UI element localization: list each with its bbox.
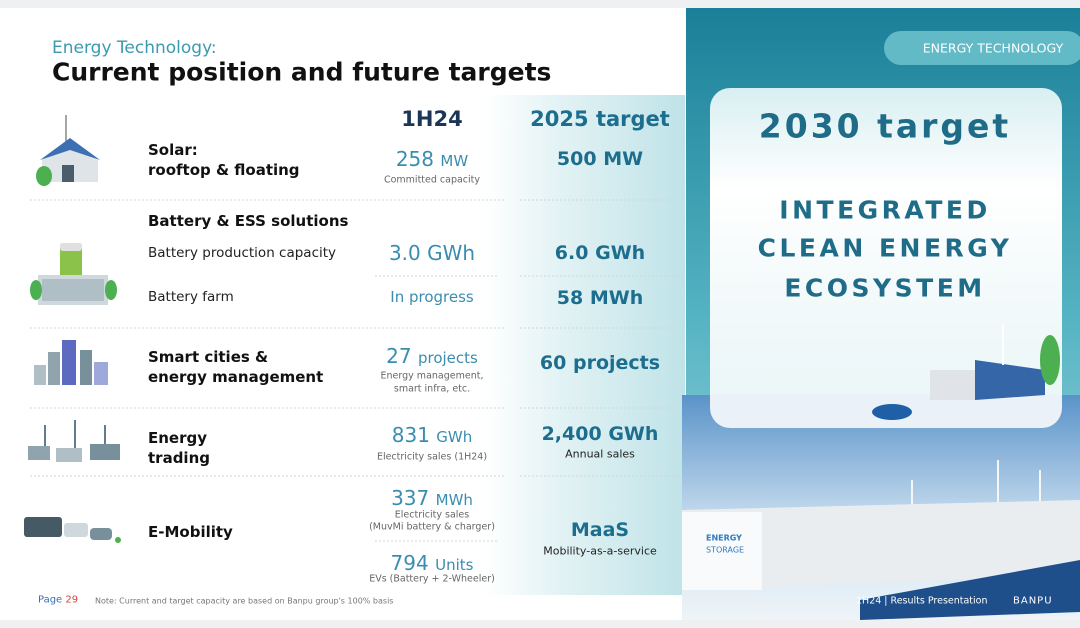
item-label: Battery farm — [148, 289, 234, 305]
heading: 2030 target — [758, 106, 1012, 146]
footnote: Note: Current and target capacity are ba… — [95, 596, 394, 606]
note: (MuvMi battery & charger) — [369, 521, 495, 533]
trading-icon — [28, 420, 120, 462]
unit: projects — [417, 349, 478, 367]
value: 258 — [395, 147, 435, 171]
emobility-icon — [24, 517, 121, 543]
unit: MW — [440, 152, 469, 170]
row-label: trading — [148, 449, 210, 467]
note: Electricity sales — [394, 509, 470, 521]
solar-icon — [36, 115, 100, 186]
current-value: 3.0 GWh — [389, 241, 475, 265]
vision-line: ECOSYSTEM — [784, 273, 986, 303]
row-label: E-Mobility — [148, 523, 233, 541]
row-label: Smart cities & — [148, 348, 269, 366]
vision-line: INTEGRATED — [779, 195, 991, 225]
storage-containers — [682, 500, 1080, 590]
value: 337 — [391, 486, 430, 510]
page-label: Page 29 — [38, 595, 78, 606]
presentation: 1H24 | Results Presentation — [856, 595, 988, 607]
title: Current position and future targets — [52, 57, 552, 87]
note: EVs (Battery + 2-Wheeler) — [369, 573, 495, 585]
current-value: 258 MW — [396, 147, 468, 171]
note: Committed capacity — [383, 174, 481, 186]
target-note: Annual sales — [565, 447, 635, 461]
current-value: 831 GWh — [392, 423, 473, 447]
current-value: 794 Units — [391, 551, 474, 575]
vision-line: CLEAN ENERGY — [757, 233, 1013, 263]
unit: GWh — [608, 423, 659, 445]
target-value: 58 MWh — [557, 287, 643, 309]
value: 58 — [556, 287, 584, 309]
unit: MW — [603, 148, 644, 170]
value: 2,400 — [541, 423, 602, 445]
target-value: 500 MW — [557, 148, 643, 170]
note: Energy management, — [380, 370, 484, 382]
battery-icon — [30, 243, 117, 305]
unit: GWh — [436, 428, 473, 446]
row-label: Solar: — [148, 141, 198, 159]
storage-label: STORAGE — [706, 545, 745, 555]
current-value: 337 MWh — [391, 486, 473, 510]
subtitle: Energy Technology: — [52, 38, 217, 58]
value: 6.0 — [554, 242, 589, 264]
page-number: 29 — [65, 594, 79, 606]
tag-pill — [884, 31, 1080, 65]
row-label: Energy — [148, 429, 208, 447]
column-header: 1H24 — [401, 107, 463, 131]
target-column — [485, 95, 685, 595]
storage-label: ENERGY — [706, 533, 742, 543]
target-note: Mobility-as-a-service — [543, 544, 657, 558]
brand: BANPU — [1013, 595, 1053, 607]
row-label: rooftop & floating — [148, 161, 300, 179]
value: 3.0 — [388, 241, 421, 265]
target-value: MaaS — [570, 519, 630, 541]
target-value: 6.0 GWh — [555, 242, 645, 264]
unit: Units — [435, 556, 474, 574]
unit: GWh — [427, 241, 476, 265]
separators — [30, 199, 678, 542]
value: 60 — [539, 352, 567, 374]
note: Electricity sales (1H24) — [376, 451, 488, 463]
current-status: In progress — [390, 288, 474, 306]
unit: projects — [573, 352, 661, 374]
unit: GWh — [595, 242, 646, 264]
row-label: energy management — [148, 368, 324, 386]
item-label: Battery production capacity — [148, 245, 337, 261]
column-header: 2025 target — [530, 107, 670, 131]
value: 831 — [391, 423, 430, 447]
current-value: 27 projects — [386, 344, 478, 368]
row-label: Battery & ESS solutions — [148, 212, 349, 230]
value: 794 — [390, 551, 429, 575]
tag: ENERGY TECHNOLOGY — [922, 40, 1064, 56]
note: smart infra, etc. — [393, 383, 471, 395]
target-value: 2,400 GWh — [542, 423, 659, 445]
ecosystem-illustration — [872, 325, 1060, 420]
unit: MWh — [589, 287, 644, 309]
city-icon — [34, 340, 108, 385]
value: 27 — [386, 344, 412, 368]
target-value: 60 projects — [540, 352, 660, 374]
page-word: Page — [38, 594, 63, 606]
value: 500 — [556, 148, 597, 170]
vision-card — [710, 88, 1062, 428]
solar-panels — [860, 560, 1080, 620]
unit: MWh — [435, 491, 473, 509]
